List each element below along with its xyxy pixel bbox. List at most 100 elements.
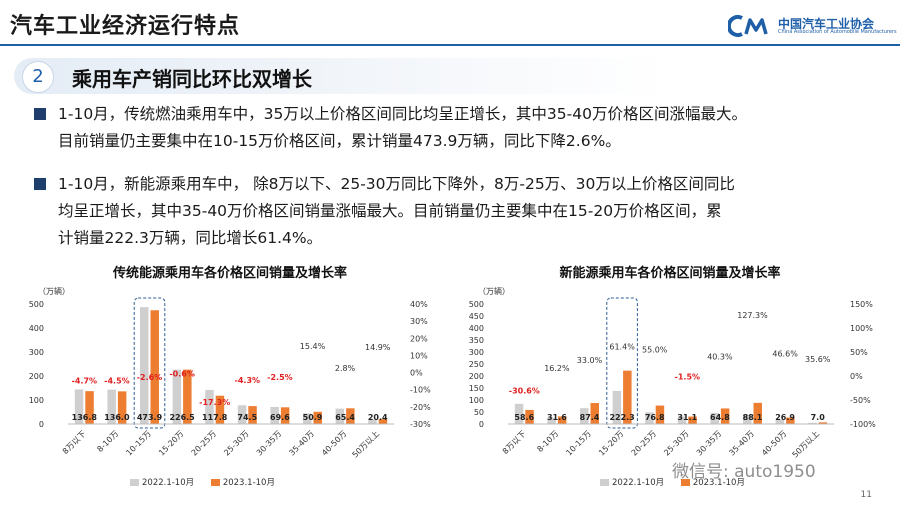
y-tick-label: 200 bbox=[29, 372, 44, 381]
growth-rate-label: -1.5% bbox=[675, 373, 701, 382]
bullet-line: 均呈正增长，其中35-40万价格区间销量涨幅最大。目前销量仍主要集中在15-20… bbox=[58, 202, 722, 220]
bullet-marker bbox=[34, 108, 46, 120]
legend-item-2023: 2023.1-10月 bbox=[680, 478, 745, 488]
x-category-label: 35-40万 bbox=[287, 429, 315, 457]
x-category-label: 8万以下 bbox=[61, 429, 88, 456]
y2-tick-label: 10% bbox=[410, 351, 428, 360]
x-category-label: 8-10万 bbox=[535, 429, 560, 454]
logo-chinese-name: 中国汽车工业协会 bbox=[778, 17, 875, 31]
bar-value-label: 473.9 bbox=[137, 413, 163, 422]
bar-2023 bbox=[280, 407, 290, 424]
bar-value-label: 136.8 bbox=[72, 413, 98, 422]
bar-2023 bbox=[557, 416, 567, 424]
header-divider bbox=[0, 44, 900, 46]
growth-rate-label: -30.6% bbox=[509, 387, 540, 396]
bar-2022 bbox=[710, 412, 719, 424]
y2-tick-label: -50% bbox=[850, 396, 871, 405]
bar-2023 bbox=[753, 402, 762, 424]
growth-rate-label: 15.4% bbox=[300, 342, 326, 351]
bar-value-label: 88.1 bbox=[743, 413, 763, 422]
x-category-label: 35-40万 bbox=[727, 429, 755, 457]
bullet-line: 1-10月，传统燃油乘用车中，35万以上价格区间同比均呈正增长，其中35-40万… bbox=[58, 105, 747, 123]
x-category-label: 15-20万 bbox=[157, 429, 185, 457]
growth-rate-label: -4.5% bbox=[104, 376, 130, 385]
bar-2023 bbox=[786, 417, 795, 424]
chart-legend: 2022.1-10月 2023.1-10月 bbox=[130, 476, 275, 488]
bar-2022 bbox=[645, 412, 654, 424]
growth-rate-label: 46.6% bbox=[772, 350, 798, 359]
bar-2022 bbox=[107, 389, 116, 424]
bullet-paragraph-2: 1-10月，新能源乘用车中， 除8万以下、25-30万同比下降外，8万-25万、… bbox=[58, 171, 893, 252]
chart-legend: 2022.1-10月 2023.1-10月 bbox=[600, 476, 745, 488]
slide-title: 汽车工业经济运行特点 bbox=[10, 14, 241, 39]
bar-2022 bbox=[205, 389, 214, 424]
growth-rate-label: -17.3% bbox=[199, 398, 230, 407]
bar-2022 bbox=[743, 414, 752, 424]
y-axis-unit: （万辆） bbox=[478, 286, 510, 296]
y-tick-label: 300 bbox=[469, 348, 484, 357]
bar-2022 bbox=[270, 406, 279, 424]
bar-2023 bbox=[688, 416, 697, 424]
section-title: 乘用车产销同比环比双增长 bbox=[72, 67, 312, 91]
bar-2022 bbox=[140, 307, 149, 424]
x-category-label: 50万以上 bbox=[351, 429, 382, 460]
y-tick-label: 200 bbox=[469, 372, 484, 381]
growth-rate-label: 14.9% bbox=[365, 343, 391, 352]
bar-2022 bbox=[74, 389, 84, 424]
x-category-label: 25-30万 bbox=[222, 429, 250, 457]
bar-2022 bbox=[547, 417, 556, 424]
growth-rate-label: -4.7% bbox=[72, 377, 98, 386]
y2-tick-label: 0% bbox=[410, 369, 423, 378]
bar-value-label: 76.8 bbox=[645, 413, 665, 422]
y-tick-label: 500 bbox=[469, 300, 484, 309]
x-category-label: 20-25万 bbox=[190, 429, 218, 457]
y-tick-label: 50 bbox=[474, 408, 484, 417]
bar-2022 bbox=[303, 413, 312, 424]
bar-2023 bbox=[525, 409, 534, 424]
bar-2022 bbox=[612, 390, 622, 424]
bar-value-label: 26.9 bbox=[775, 413, 795, 422]
y2-tick-label: 0% bbox=[850, 372, 863, 381]
growth-rate-label: 55.0% bbox=[642, 346, 668, 355]
bar-value-label: 65.4 bbox=[335, 413, 355, 422]
chart-title: 新能源乘用车各价格区间销量及增长率 bbox=[559, 266, 781, 281]
growth-rate-label: 61.4% bbox=[609, 343, 635, 352]
growth-rate-label: -0.6% bbox=[169, 370, 195, 379]
bar-2022 bbox=[172, 369, 182, 424]
logo-english-name: China Association of Automobile Manufact… bbox=[778, 29, 897, 35]
y2-tick-label: -100% bbox=[850, 420, 876, 429]
bar-value-label: 87.4 bbox=[580, 413, 600, 422]
y-tick-label: 150 bbox=[469, 384, 484, 393]
growth-rate-label: 2.8% bbox=[335, 364, 356, 373]
bar-2022 bbox=[368, 419, 377, 424]
highlight-box bbox=[133, 297, 166, 429]
x-category-label: 30-35万 bbox=[695, 429, 723, 457]
bar-2023 bbox=[655, 405, 665, 424]
bar-2023 bbox=[183, 369, 192, 424]
x-category-label: 10-15万 bbox=[564, 429, 592, 457]
x-category-label: 50万以上 bbox=[791, 429, 822, 460]
section-number: 2 bbox=[22, 61, 54, 93]
y-tick-label: 450 bbox=[469, 312, 484, 321]
bar-2023 bbox=[720, 408, 730, 424]
y2-tick-label: 30% bbox=[410, 317, 428, 326]
bar-2023 bbox=[346, 408, 355, 424]
growth-rate-label: 33.0% bbox=[577, 356, 603, 365]
bar-value-label: 58.6 bbox=[514, 413, 534, 422]
bar-value-label: 31.1 bbox=[677, 413, 697, 422]
chart-new-energy: 新能源乘用车各价格区间销量及增长率 （万辆） 0 50 100 150 200 250 300… bbox=[450, 262, 890, 494]
legend-item-2022: 2022.1-10月 bbox=[130, 478, 194, 488]
y2-tick-label: 100% bbox=[850, 324, 873, 333]
x-category-label: 8-10万 bbox=[95, 429, 120, 454]
chart-title: 传统能源乘用车各价格区间销量及增长率 bbox=[112, 266, 347, 281]
bar-value-label: 222.3 bbox=[609, 413, 634, 422]
bar-value-label: 50.9 bbox=[303, 413, 323, 422]
y-tick-label: 500 bbox=[29, 300, 44, 309]
bar-2022 bbox=[514, 403, 524, 424]
y-tick-label: 300 bbox=[29, 348, 44, 357]
growth-rate-label: 40.3% bbox=[707, 353, 733, 362]
section-heading: 2 乘用车产销同比环比双增长 bbox=[14, 58, 834, 94]
y2-tick-label: -20% bbox=[410, 403, 431, 412]
y-tick-label: 100 bbox=[29, 396, 44, 405]
bullet-line: 1-10月，新能源乘用车中， 除8万以下、25-30万同比下降外，8万-25万、… bbox=[58, 175, 735, 193]
